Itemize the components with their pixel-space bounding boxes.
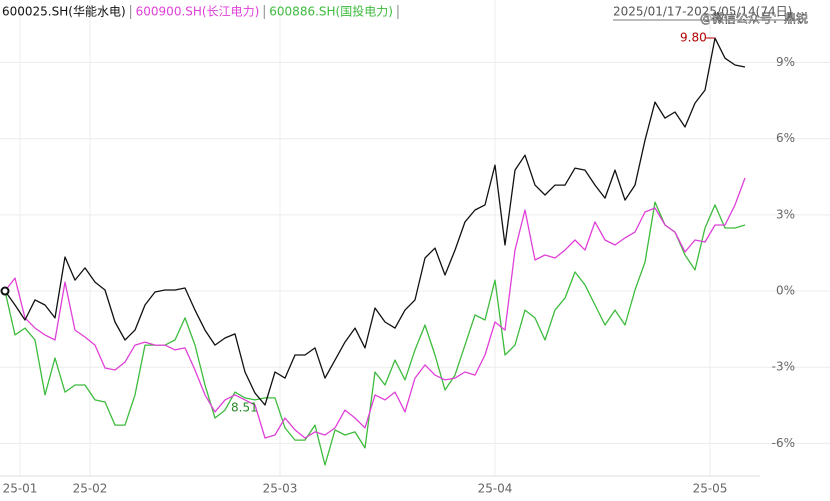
x-tick-label: 25-05 [693,482,728,496]
annotation: 9.80 [680,31,707,45]
legend-label: 600886.SH(国投电力) [269,4,393,19]
watermark: @微信公众号：鼎锐 [700,12,808,26]
y-tick-label: 9% [776,55,795,69]
y-tick-label: 3% [776,207,795,221]
x-tick-label: 25-03 [263,482,298,496]
start-marker [0,286,10,296]
series-line [4,37,746,406]
x-tick-label: 25-01 [3,482,38,496]
series-line [4,177,746,439]
x-tick-label: 25-04 [478,482,513,496]
y-tick-label: 0% [776,284,795,298]
x-tick-label: 25-02 [73,482,108,496]
legend-label: 600900.SH(长江电力) [136,5,260,19]
legend-label: 600025.SH(华能水电) [2,5,126,19]
date-range: 2025/01/17-2025/05/14(74日) [613,5,792,19]
annotation: 8.51 [231,401,258,415]
y-tick-label: 6% [776,131,795,145]
y-tick-label: -3% [772,360,795,374]
series-line [4,201,746,466]
y-tick-label: -6% [772,436,795,450]
